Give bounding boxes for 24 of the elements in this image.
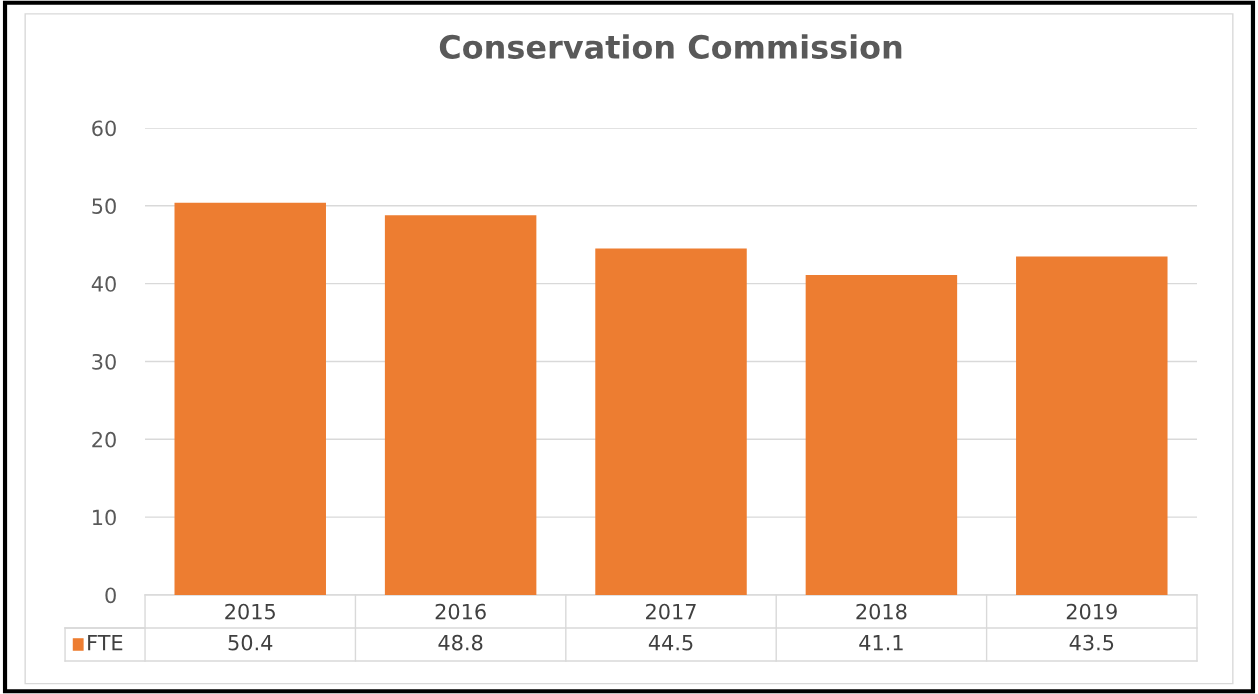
x-tick-label: 2015	[225, 603, 275, 620]
chart-title: Conservation Commission	[439, 34, 902, 59]
x-tick-label: 2018	[856, 603, 907, 620]
bar	[1016, 256, 1168, 595]
x-tick-label: 2016	[435, 603, 486, 620]
y-tick-label: 60	[92, 120, 116, 137]
bar	[174, 202, 326, 595]
y-tick-label: 30	[92, 353, 116, 370]
data-label: 41.1	[859, 635, 903, 651]
data-label: 43.5	[1069, 634, 1114, 651]
y-tick-label: 50	[92, 198, 116, 215]
data-label: 50.4	[228, 634, 273, 651]
y-tick-label: 0	[105, 587, 116, 604]
y-tick-label: 40	[91, 276, 116, 292]
data-label: 44.5	[648, 635, 693, 651]
data-label: 48.8	[438, 634, 483, 651]
bar	[805, 275, 958, 595]
y-tick-label: 20	[92, 431, 116, 448]
bar	[595, 248, 747, 595]
x-tick-label: 2017	[646, 603, 696, 620]
bar	[384, 215, 537, 595]
x-tick-label: 2019	[1066, 603, 1117, 620]
legend-label: FTE	[88, 635, 123, 651]
y-tick-label: 10	[93, 509, 116, 526]
